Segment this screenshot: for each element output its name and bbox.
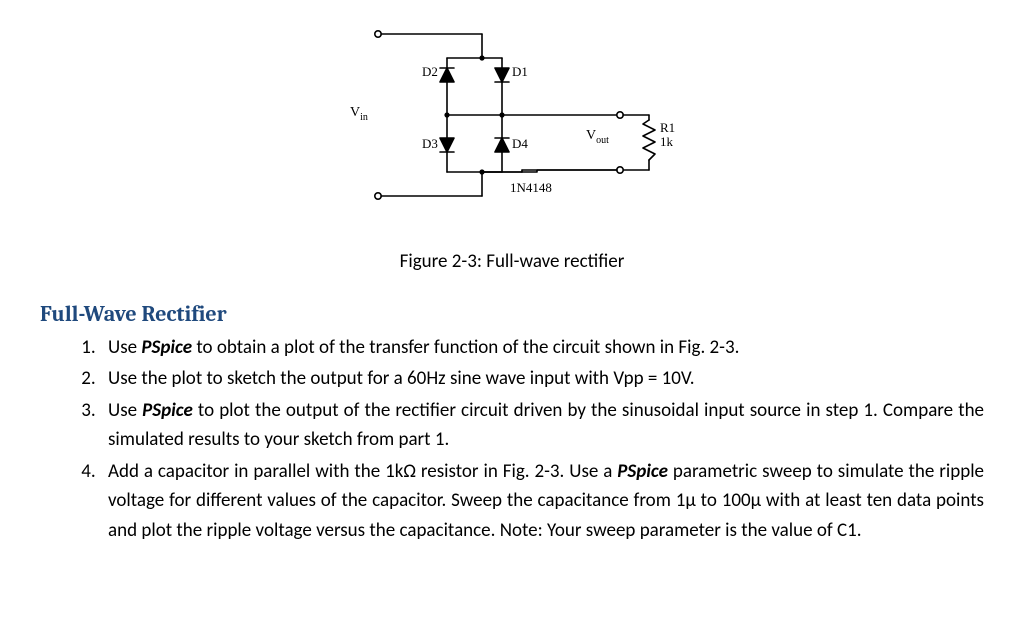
r1-value-label: 1k [660,134,673,150]
vin-label: Vin [350,105,368,123]
circuit-container: Vin D2 D1 D3 D4 Vout R1 1k 1N4148 [40,20,984,220]
diode-partno-label: 1N4148 [510,180,552,196]
step-2: Use the plot to sketch the output for a … [100,364,984,393]
vout-label: Vout [586,128,609,146]
d1-label: D1 [512,64,528,80]
section-heading: Full-Wave Rectifier [40,301,984,327]
pspice-term: PSpice [617,460,668,483]
step-3: Use PSpice to plot the output of the rec… [100,396,984,455]
pspice-term: PSpice [142,399,193,422]
figure-caption: Figure 2-3: Full-wave rectifier [40,250,984,273]
d2-label: D2 [422,64,438,80]
step-4: Add a capacitor in parallel with the 1kΩ… [100,457,984,545]
steps-list: Use PSpice to obtain a plot of the trans… [40,333,984,545]
pspice-term: PSpice [141,336,192,359]
step-1: Use PSpice to obtain a plot of the trans… [100,333,984,362]
d3-label: D3 [422,136,438,152]
page: Vin D2 D1 D3 D4 Vout R1 1k 1N4148 Figure… [0,0,1024,577]
d4-label: D4 [512,136,528,152]
full-wave-rectifier-circuit: Vin D2 D1 D3 D4 Vout R1 1k 1N4148 [332,20,692,220]
